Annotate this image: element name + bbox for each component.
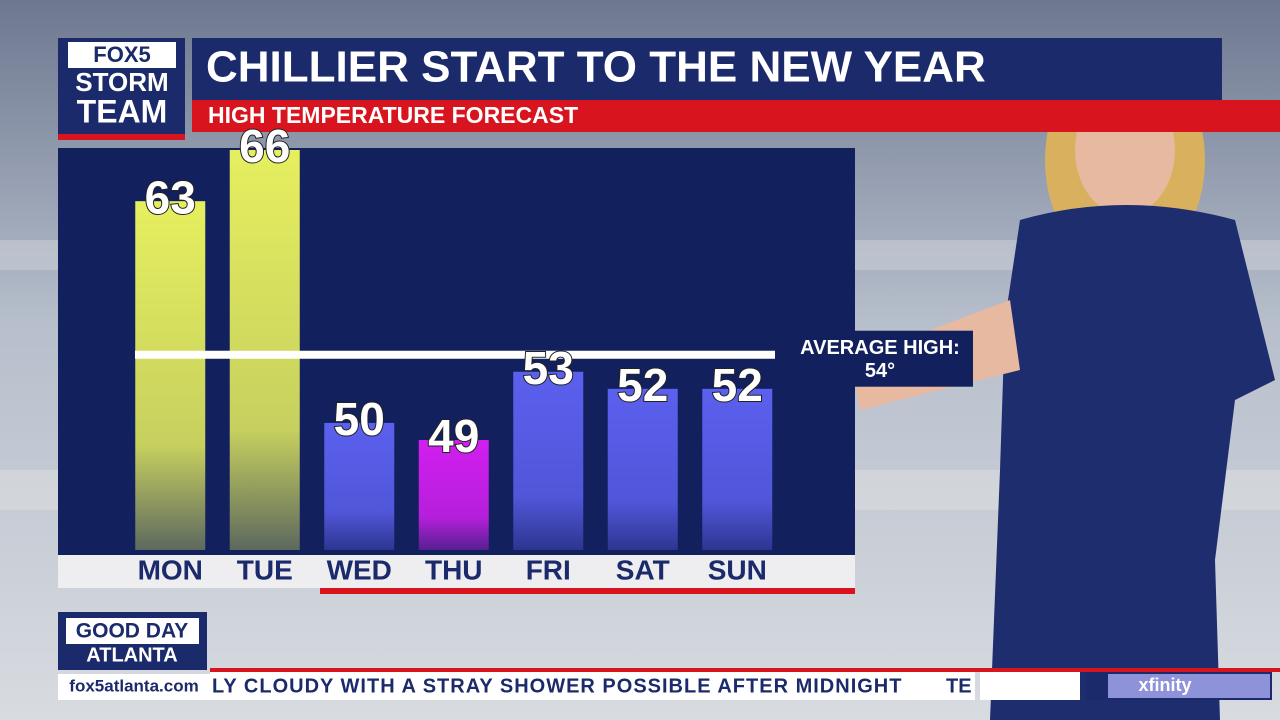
value-label: 63	[145, 171, 196, 223]
x-tick-label: TUE	[237, 554, 293, 585]
x-tick-label: WED	[327, 554, 392, 585]
website: fox5atlanta.com	[69, 676, 198, 695]
show-name: GOOD DAY	[76, 620, 188, 643]
reference-label: AVERAGE HIGH:	[800, 337, 960, 359]
logo-stripe	[58, 134, 185, 140]
chart: MON TUE WED THU FRI SAT SUN AVERAGE HIGH:54° 63 6…	[135, 119, 973, 585]
logo-badge	[68, 42, 176, 68]
sponsor-name: xfinity	[1138, 675, 1191, 695]
bar	[135, 201, 206, 551]
category-strip	[58, 555, 855, 588]
x-tick-label: FRI	[526, 554, 571, 585]
value-label: 53	[523, 342, 574, 394]
category-underline	[320, 588, 855, 594]
sponsor-badge	[1108, 674, 1270, 698]
reference-value-label: 54°	[865, 360, 895, 382]
logo-text: STORM	[75, 67, 168, 97]
subtitle-bar	[192, 100, 1280, 132]
x-tick-label: THU	[425, 554, 483, 585]
reference-label-box	[785, 330, 973, 387]
x-tick-label: SUN	[708, 554, 767, 585]
ticker-text: TE	[946, 675, 972, 697]
ticker-text: LY CLOUDY WITH A STRAY SHOWER POSSIBLE A…	[212, 675, 902, 697]
bar	[418, 440, 489, 550]
ticker-bar	[210, 672, 975, 700]
value-label: 49	[428, 410, 479, 462]
show-name: ATLANTA	[86, 644, 177, 666]
value-label: 50	[334, 393, 385, 445]
ticker-rule	[210, 668, 1280, 672]
show-logo-badge	[66, 618, 199, 644]
value-label: 66	[239, 120, 290, 172]
bar	[607, 388, 678, 550]
title-bar	[192, 38, 1222, 100]
website-box	[58, 674, 210, 700]
logo-text: FOX5	[93, 42, 150, 67]
x-tick-label: MON	[138, 554, 203, 585]
ticker-gap	[980, 672, 1080, 700]
bar	[513, 371, 584, 550]
bar	[229, 150, 300, 550]
chart-subtitle: HIGH TEMPERATURE FORECAST	[208, 102, 578, 128]
value-label: 52	[712, 359, 763, 411]
logo-text: TEAM	[77, 93, 168, 129]
bar	[702, 388, 773, 550]
value-label: 52	[617, 359, 668, 411]
x-tick-label: SAT	[616, 554, 670, 585]
chart-title: CHILLIER START TO THE NEW YEAR	[206, 43, 986, 92]
bar	[324, 422, 395, 550]
